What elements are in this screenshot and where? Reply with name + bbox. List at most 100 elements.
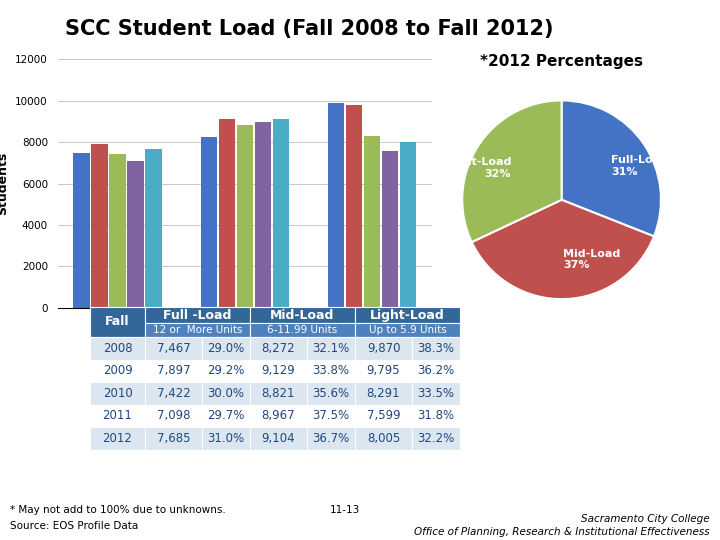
Bar bbox=[145, 323, 250, 337]
Text: 2008: 2008 bbox=[103, 342, 132, 355]
Bar bbox=[250, 307, 355, 323]
Bar bbox=[255, 122, 271, 308]
Text: Light-Load: Light-Load bbox=[370, 309, 445, 322]
Text: 29.0%: 29.0% bbox=[207, 342, 245, 355]
Title: *2012 Percentages: *2012 Percentages bbox=[480, 55, 643, 70]
Bar bbox=[202, 427, 250, 450]
Text: SCC Student Load (Fall 2008 to Fall 2012): SCC Student Load (Fall 2008 to Fall 2012… bbox=[66, 19, 554, 39]
Bar bbox=[250, 382, 307, 404]
Text: 8,291: 8,291 bbox=[366, 387, 400, 400]
Text: Source: EOS Profile Data: Source: EOS Profile Data bbox=[10, 522, 138, 531]
Text: Full-Load
31%: Full-Load 31% bbox=[611, 156, 668, 177]
Text: 38.3%: 38.3% bbox=[418, 342, 454, 355]
Text: Mid-Load
37%: Mid-Load 37% bbox=[564, 248, 621, 270]
Text: 29.2%: 29.2% bbox=[207, 364, 245, 377]
Bar bbox=[307, 382, 355, 404]
Bar bbox=[90, 404, 145, 427]
Text: 31.8%: 31.8% bbox=[418, 409, 454, 422]
Bar bbox=[145, 148, 161, 308]
Bar bbox=[145, 360, 202, 382]
Text: Office of Planning, Research & Institutional Effectiveness: Office of Planning, Research & Instituti… bbox=[415, 528, 710, 537]
Text: 36.2%: 36.2% bbox=[418, 364, 454, 377]
Text: 7,897: 7,897 bbox=[157, 364, 190, 377]
Bar bbox=[202, 382, 250, 404]
Y-axis label: Students: Students bbox=[0, 152, 9, 215]
Bar bbox=[355, 360, 412, 382]
Text: 8,967: 8,967 bbox=[261, 409, 295, 422]
Text: 7,467: 7,467 bbox=[157, 342, 190, 355]
Bar bbox=[400, 142, 416, 308]
Bar bbox=[346, 105, 362, 308]
Bar bbox=[273, 119, 289, 308]
Bar bbox=[109, 154, 125, 308]
Bar bbox=[412, 360, 460, 382]
Bar bbox=[90, 360, 145, 382]
Text: 7,098: 7,098 bbox=[157, 409, 190, 422]
Text: 2010: 2010 bbox=[103, 387, 132, 400]
Bar bbox=[307, 404, 355, 427]
Text: 9,870: 9,870 bbox=[366, 342, 400, 355]
Bar bbox=[201, 137, 217, 308]
Text: 32.2%: 32.2% bbox=[418, 432, 454, 445]
Text: 32.1%: 32.1% bbox=[312, 342, 350, 355]
Bar bbox=[412, 382, 460, 404]
Bar bbox=[219, 119, 235, 308]
Text: 36.7%: 36.7% bbox=[312, 432, 350, 445]
Bar bbox=[145, 307, 250, 323]
Bar bbox=[250, 337, 307, 360]
Bar bbox=[412, 337, 460, 360]
Wedge shape bbox=[562, 100, 661, 237]
Bar bbox=[250, 404, 307, 427]
Bar bbox=[307, 337, 355, 360]
Text: Mid-Load: Mid-Load bbox=[270, 309, 335, 322]
Bar bbox=[412, 404, 460, 427]
Bar bbox=[90, 427, 145, 450]
Text: 7,422: 7,422 bbox=[157, 387, 190, 400]
Bar bbox=[355, 337, 412, 360]
Wedge shape bbox=[472, 200, 654, 299]
Text: * May not add to 100% due to unknowns.: * May not add to 100% due to unknowns. bbox=[10, 505, 226, 515]
Text: 33.8%: 33.8% bbox=[312, 364, 349, 377]
Text: 7,599: 7,599 bbox=[366, 409, 400, 422]
Bar bbox=[328, 104, 344, 308]
Bar bbox=[202, 337, 250, 360]
Text: 12 or  More Units: 12 or More Units bbox=[153, 325, 242, 335]
Bar bbox=[145, 337, 202, 360]
Bar bbox=[145, 404, 202, 427]
Bar bbox=[382, 151, 398, 308]
Text: 2012: 2012 bbox=[102, 432, 132, 445]
Text: Up to 5.9 Units: Up to 5.9 Units bbox=[369, 325, 446, 335]
Bar bbox=[237, 125, 253, 308]
Bar bbox=[127, 161, 143, 308]
Bar bbox=[250, 360, 307, 382]
Bar bbox=[202, 360, 250, 382]
Bar bbox=[145, 382, 202, 404]
Text: 33.5%: 33.5% bbox=[418, 387, 454, 400]
Text: Fall: Fall bbox=[105, 315, 130, 328]
Bar bbox=[250, 427, 307, 450]
Text: 30.0%: 30.0% bbox=[207, 387, 245, 400]
Bar bbox=[355, 323, 460, 337]
Text: 7,685: 7,685 bbox=[157, 432, 190, 445]
Bar bbox=[90, 337, 145, 360]
Bar bbox=[355, 382, 412, 404]
Text: Full -Load: Full -Load bbox=[163, 309, 232, 322]
Bar bbox=[355, 307, 460, 323]
Bar bbox=[355, 404, 412, 427]
Bar bbox=[90, 382, 145, 404]
Bar bbox=[412, 427, 460, 450]
Bar bbox=[355, 427, 412, 450]
Text: 9,104: 9,104 bbox=[261, 432, 295, 445]
Text: 9,129: 9,129 bbox=[261, 364, 295, 377]
Text: 11-13: 11-13 bbox=[330, 505, 360, 515]
Text: Light-Load
32%: Light-Load 32% bbox=[445, 157, 511, 179]
Bar bbox=[73, 153, 90, 308]
Bar bbox=[307, 427, 355, 450]
Text: Sacramento City College: Sacramento City College bbox=[581, 514, 710, 524]
Bar bbox=[250, 323, 355, 337]
Text: 2009: 2009 bbox=[103, 364, 132, 377]
Text: 8,005: 8,005 bbox=[367, 432, 400, 445]
Bar bbox=[90, 307, 145, 337]
Text: 2011: 2011 bbox=[102, 409, 132, 422]
Bar bbox=[91, 144, 107, 308]
